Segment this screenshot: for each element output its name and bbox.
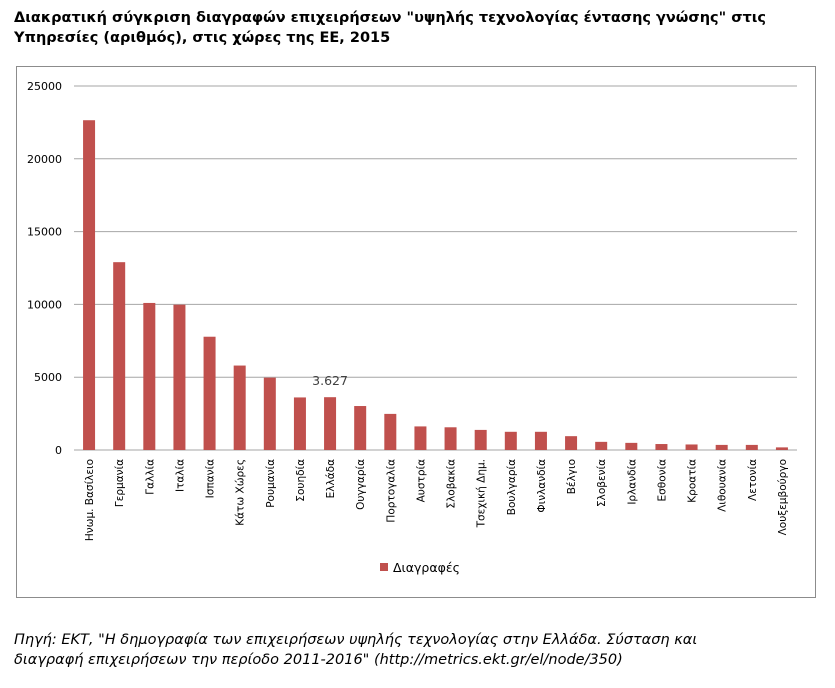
x-tick-label: Εσθονία [656, 459, 668, 502]
bar [504, 431, 517, 450]
x-tick-label: Σουηδία [295, 459, 307, 502]
y-tick-label: 25000 [27, 80, 62, 93]
x-tick-label: Βέλγιο [566, 459, 578, 494]
bar [173, 304, 186, 450]
x-tick-label: Ιρλανδία [626, 459, 638, 505]
x-tick-label: Λουξεμβούργο [777, 459, 789, 535]
bar [203, 336, 216, 450]
x-tick-label: Τσεχική Δημ. [476, 459, 488, 528]
chart-title-line-1: Διακρατική σύγκριση διαγραφών επιχειρήσε… [14, 10, 767, 26]
y-tick-label: 10000 [27, 298, 62, 311]
y-tick-label: 0 [55, 444, 62, 457]
source-caption-line-1: Πηγή: ΕΚΤ, "Η δημογραφία των επιχειρήσεω… [14, 632, 698, 648]
bar [745, 444, 758, 450]
bar [444, 427, 457, 450]
x-tick-label: Πορτογαλία [385, 459, 397, 523]
x-tick-label: Σλοβενία [596, 459, 608, 507]
legend-swatch [380, 563, 388, 571]
bar [595, 441, 608, 450]
source-caption-line-2: διαγραφή επιχειρήσεων την περίοδο 2011-2… [14, 652, 623, 668]
x-tick-label: Κροατία [687, 459, 699, 503]
bar [384, 413, 397, 450]
x-tick-label: Ελλάδα [325, 459, 337, 498]
bar [625, 442, 638, 450]
x-tick-label: Λιθουανία [717, 459, 729, 512]
bar [685, 444, 698, 450]
x-tick-label: Κάτω Χώρες [235, 459, 247, 526]
x-tick-label: Γερμανία [114, 459, 126, 507]
y-tick-label: 15000 [27, 226, 62, 239]
bar [655, 444, 668, 450]
x-tick-label: Βουλγαρία [506, 459, 518, 515]
bar [233, 365, 246, 450]
bar [143, 302, 156, 450]
chart-title: Διακρατική σύγκριση διαγραφών επιχειρήσε… [14, 8, 819, 48]
data-label: 3.627 [312, 373, 348, 388]
x-tick-label: Γαλλία [144, 459, 156, 495]
bar [354, 406, 367, 450]
y-tick-label: 5000 [34, 371, 62, 384]
source-caption: Πηγή: ΕΚΤ, "Η δημογραφία των επιχειρήσεω… [14, 630, 824, 670]
x-tick-label: Σλοβακία [446, 459, 458, 509]
bar [324, 397, 337, 450]
bar [83, 120, 96, 450]
x-tick-label: Ηνωμ. Βασίλειο [84, 459, 96, 541]
x-tick-label: Αυστρία [415, 459, 427, 502]
x-tick-label: Φινλανδία [536, 459, 548, 513]
bar [414, 426, 427, 450]
bar [534, 431, 547, 450]
x-tick-label: Ισπανία [205, 459, 217, 498]
y-tick-label: 20000 [27, 153, 62, 166]
bar [263, 377, 276, 450]
x-tick-label: Λετονία [747, 459, 759, 501]
legend-label: Διαγραφές [393, 560, 460, 575]
bar [715, 444, 728, 450]
x-tick-label: Ιταλία [174, 459, 186, 492]
bar [293, 397, 306, 450]
bar [474, 429, 487, 450]
bar [775, 447, 788, 450]
bar [565, 436, 578, 450]
chart-title-line-2: Υπηρεσίες (αριθμός), στις χώρες της ΕΕ, … [14, 30, 391, 46]
x-tick-label: Ρουμανία [265, 459, 277, 508]
bar [113, 262, 126, 450]
x-tick-label: Ουγγαρία [355, 459, 367, 510]
